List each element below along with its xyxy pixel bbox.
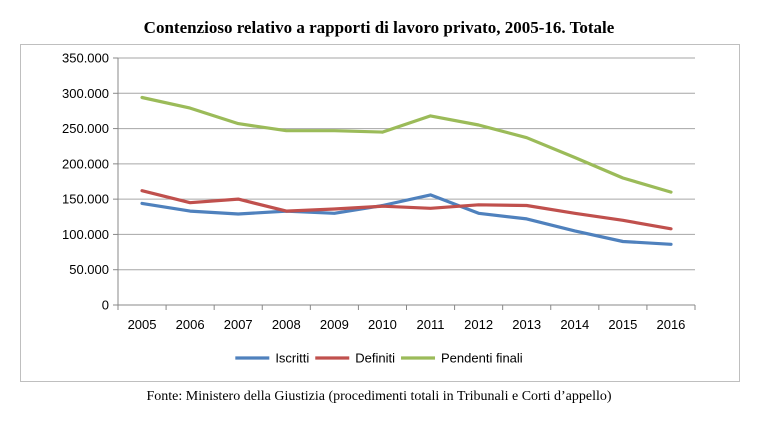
x-tick-label: 2013 — [512, 317, 541, 332]
series-line-definiti — [140, 189, 673, 231]
legend-label-pendenti-finali: Pendenti finali — [441, 351, 523, 366]
y-tick-labels: 0 50.000 100.000 150.000 200.000 250.000 300.0… — [62, 51, 109, 313]
chart-title: Contenzioso relativo a rapporti di lavor… — [143, 18, 615, 37]
x-tick-label: 2015 — [608, 317, 637, 332]
x-tick-label: 2007 — [224, 317, 253, 332]
source-note: Fonte: Ministero della Giustizia (proced… — [146, 389, 612, 404]
x-tick-label: 2012 — [464, 317, 493, 332]
chart-frame — [20, 44, 740, 382]
y-tick-label: 350.000 — [62, 51, 109, 66]
y-tick-label: 50.000 — [69, 262, 109, 277]
y-tick-label: 0 — [102, 298, 109, 313]
x-tick-label: 2011 — [417, 317, 445, 332]
y-tick-label: 300.000 — [62, 86, 109, 101]
x-tick-label: 2014 — [560, 317, 589, 332]
x-tick-label: 2005 — [128, 317, 157, 332]
series-line-pendenti-finali — [140, 95, 673, 194]
x-tick-label: 2010 — [368, 317, 397, 332]
series-line-iscritti — [140, 193, 673, 246]
legend-label-definiti: Definiti — [355, 351, 395, 366]
x-tick-label: 2016 — [656, 317, 685, 332]
x-tick-label: 2006 — [176, 317, 205, 332]
series-lines — [140, 95, 673, 246]
x-tick-label: 2008 — [272, 317, 301, 332]
x-tick-label: 2009 — [320, 317, 349, 332]
y-tick-label: 100.000 — [62, 227, 109, 242]
axes — [113, 57, 696, 310]
legend-label-iscritti: Iscritti — [275, 351, 309, 366]
legend: Iscritti Definiti Pendenti finali — [235, 351, 523, 366]
y-tick-label: 250.000 — [62, 121, 109, 136]
x-tick-labels: 2005 2006 2007 2008 2009 2010 2011 2012 2013 2014… — [128, 317, 686, 332]
y-tick-label: 200.000 — [62, 156, 109, 171]
y-tick-label: 150.000 — [62, 192, 109, 207]
